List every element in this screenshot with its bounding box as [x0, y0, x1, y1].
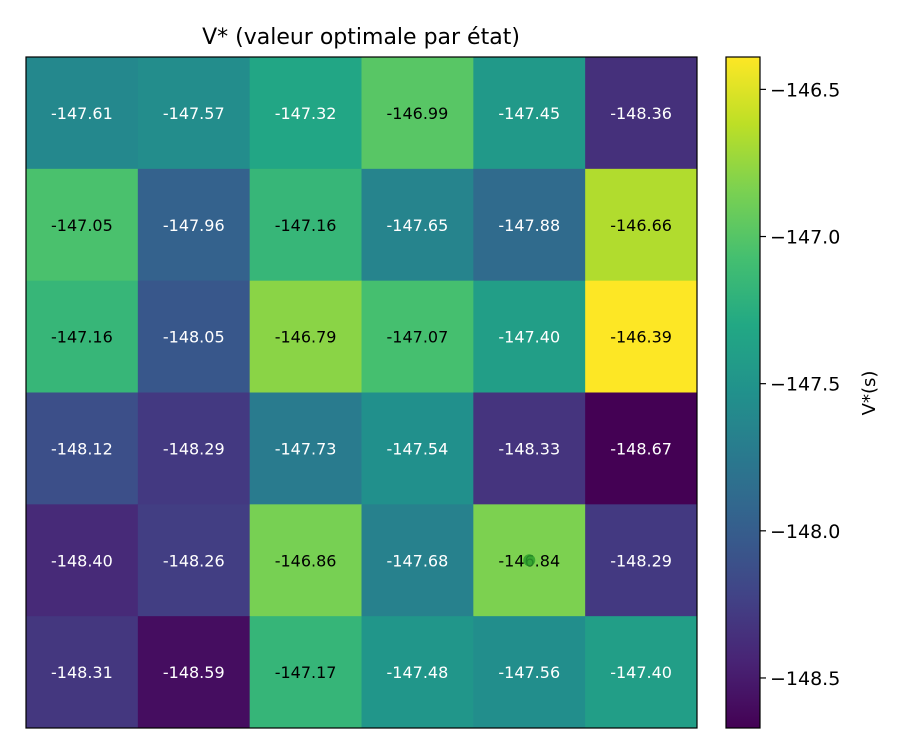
cell-value-label: -147.61	[51, 104, 113, 123]
cell-value-label: -147.17	[275, 663, 337, 682]
state-marker	[523, 554, 536, 567]
heatmap-cell	[361, 168, 474, 282]
cell-value-label: -148.12	[51, 439, 113, 458]
heatmap-cell	[137, 168, 251, 282]
heatmap-cell	[249, 280, 362, 393]
heatmap-cell	[249, 616, 362, 729]
cell-value-label: -147.73	[275, 439, 337, 458]
colorbar-tick-label: −148.0	[770, 521, 840, 543]
cell-value-label: -147.16	[275, 216, 337, 235]
cell-value-label: -148.29	[163, 439, 225, 458]
heatmap-cell	[249, 392, 362, 505]
heatmap-cell	[137, 504, 251, 617]
cell-value-label: -148.40	[51, 551, 113, 570]
heatmap-cell	[585, 616, 698, 729]
cell-value-label: -146.79	[275, 328, 337, 347]
colorbar-tick-label: −146.5	[770, 79, 840, 101]
cell-value-label: -146.86	[275, 551, 337, 570]
heatmap-cell	[249, 57, 362, 170]
cell-value-label: -147.07	[387, 328, 449, 347]
heatmap-cell	[26, 168, 139, 282]
heatmap-cell	[26, 392, 139, 505]
cell-value-label: -147.40	[610, 663, 672, 682]
cell-value-label: -147.16	[51, 328, 113, 347]
cell-value-label: -147.32	[275, 104, 337, 123]
heatmap-cell	[473, 280, 586, 393]
heatmap-cell	[585, 392, 698, 505]
heatmap-cell	[361, 392, 474, 505]
heatmap-cell	[249, 504, 362, 617]
cell-value-label: -148.36	[610, 104, 672, 123]
heatmap-cell	[26, 57, 139, 170]
cell-value-label: -146.99	[387, 104, 449, 123]
heatmap-cell	[473, 168, 586, 282]
cell-value-label: -148.29	[610, 551, 672, 570]
heatmap-cell	[137, 616, 251, 729]
heatmap-cell	[137, 392, 251, 505]
heatmap-cell	[473, 57, 586, 170]
heatmap-frame	[25, 56, 698, 729]
cell-value-label: -148.26	[163, 551, 225, 570]
colorbar	[725, 56, 761, 729]
cell-value-label: -147.57	[163, 104, 225, 123]
cell-value-label: -147.68	[387, 551, 449, 570]
cell-value-label: -147.48	[387, 663, 449, 682]
cell-value-label: -147.05	[51, 216, 113, 235]
heatmap-cell	[473, 392, 586, 505]
cell-value-label: -148.31	[51, 663, 113, 682]
heatmap-cell	[585, 504, 698, 617]
chart-title: V* (valeur optimale par état)	[202, 25, 520, 50]
cell-value-label: -148.05	[163, 328, 225, 347]
heatmap-cell	[361, 280, 474, 393]
cell-value-label: -146.66	[610, 216, 672, 235]
cell-value-label: -147.40	[498, 328, 560, 347]
heatmap-cell	[585, 57, 698, 170]
heatmap-cell	[137, 57, 251, 170]
heatmap-cell	[137, 280, 251, 393]
cell-value-label: -148.67	[610, 439, 672, 458]
colorbar-tick-label: −147.5	[770, 374, 840, 396]
cell-value-label: -147.56	[498, 663, 560, 682]
heatmap-cell	[361, 57, 474, 170]
heatmap-cell	[361, 616, 474, 729]
heatmap-cell	[473, 616, 586, 729]
heatmap-cell	[26, 280, 139, 393]
cell-value-label: -147.65	[387, 216, 449, 235]
cell-value-label: -147.88	[498, 216, 560, 235]
heatmap-cell	[361, 504, 474, 617]
cell-value-label: -148.59	[163, 663, 225, 682]
colorbar-tick-label: −148.5	[770, 668, 840, 690]
heatmap-cell	[249, 168, 362, 282]
heatmap-cell	[585, 168, 698, 282]
cell-value-label: -146.39	[610, 328, 672, 347]
cell-value-label: -147.54	[387, 439, 449, 458]
cell-value-label: -147.45	[498, 104, 560, 123]
heatmap-cell	[26, 616, 139, 729]
cell-value-label: -148.33	[498, 439, 560, 458]
colorbar-label: V*(s)	[859, 371, 880, 416]
colorbar-tick-label: −147.0	[770, 227, 840, 249]
heatmap-cell	[26, 504, 139, 617]
cell-value-label: -147.96	[163, 216, 225, 235]
heatmap-cell	[585, 280, 698, 393]
